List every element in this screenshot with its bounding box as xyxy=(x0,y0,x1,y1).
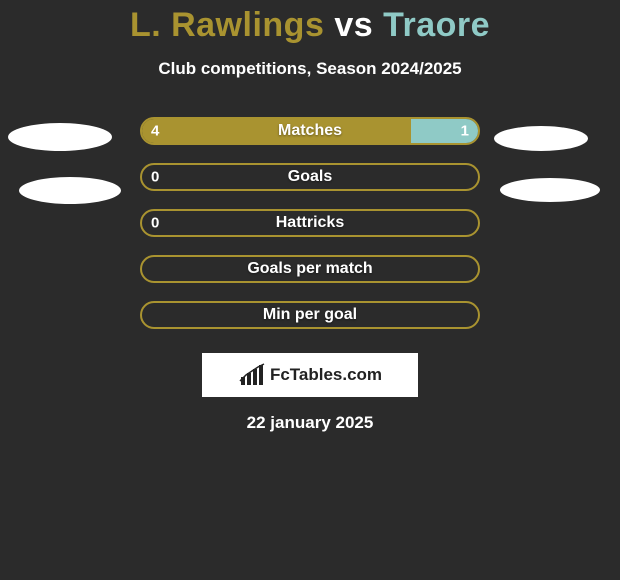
vs-text: vs xyxy=(334,6,373,44)
value-right: 1 xyxy=(461,123,469,140)
bar-fill-left xyxy=(142,119,411,143)
value-left: 0 xyxy=(151,215,159,232)
value-left: 4 xyxy=(151,123,159,140)
logo-chart-icon xyxy=(238,363,266,387)
logo-text: FcTables.com xyxy=(270,365,382,385)
bar-label: Goals per match xyxy=(247,260,372,278)
stat-bar: Goals 0 xyxy=(140,163,480,191)
logo-box: FcTables.com xyxy=(202,353,418,397)
stat-bar: Hattricks 0 xyxy=(140,209,480,237)
page-title: L. Rawlings vs Traore xyxy=(0,6,620,45)
stat-bar: Min per goal xyxy=(140,301,480,329)
date-label: 22 january 2025 xyxy=(0,413,620,433)
stat-bar: Matches 4 1 xyxy=(140,117,480,145)
stat-row: Hattricks 0 xyxy=(0,209,620,237)
stat-row: Goals per match xyxy=(0,255,620,283)
player2-name: Traore xyxy=(383,6,490,44)
decorative-ellipse xyxy=(19,177,121,204)
stat-row: Min per goal xyxy=(0,301,620,329)
value-left: 0 xyxy=(151,169,159,186)
decorative-ellipse xyxy=(500,178,600,202)
bar-label: Matches xyxy=(278,122,342,140)
subtitle: Club competitions, Season 2024/2025 xyxy=(0,59,620,79)
infographic-container: L. Rawlings vs Traore Club competitions,… xyxy=(0,0,620,580)
decorative-ellipse xyxy=(494,126,588,151)
bar-label: Hattricks xyxy=(276,214,344,232)
bar-label: Min per goal xyxy=(263,306,357,324)
bar-label: Goals xyxy=(288,168,332,186)
stat-bar: Goals per match xyxy=(140,255,480,283)
player1-name: L. Rawlings xyxy=(130,6,324,44)
decorative-ellipse xyxy=(8,123,112,151)
